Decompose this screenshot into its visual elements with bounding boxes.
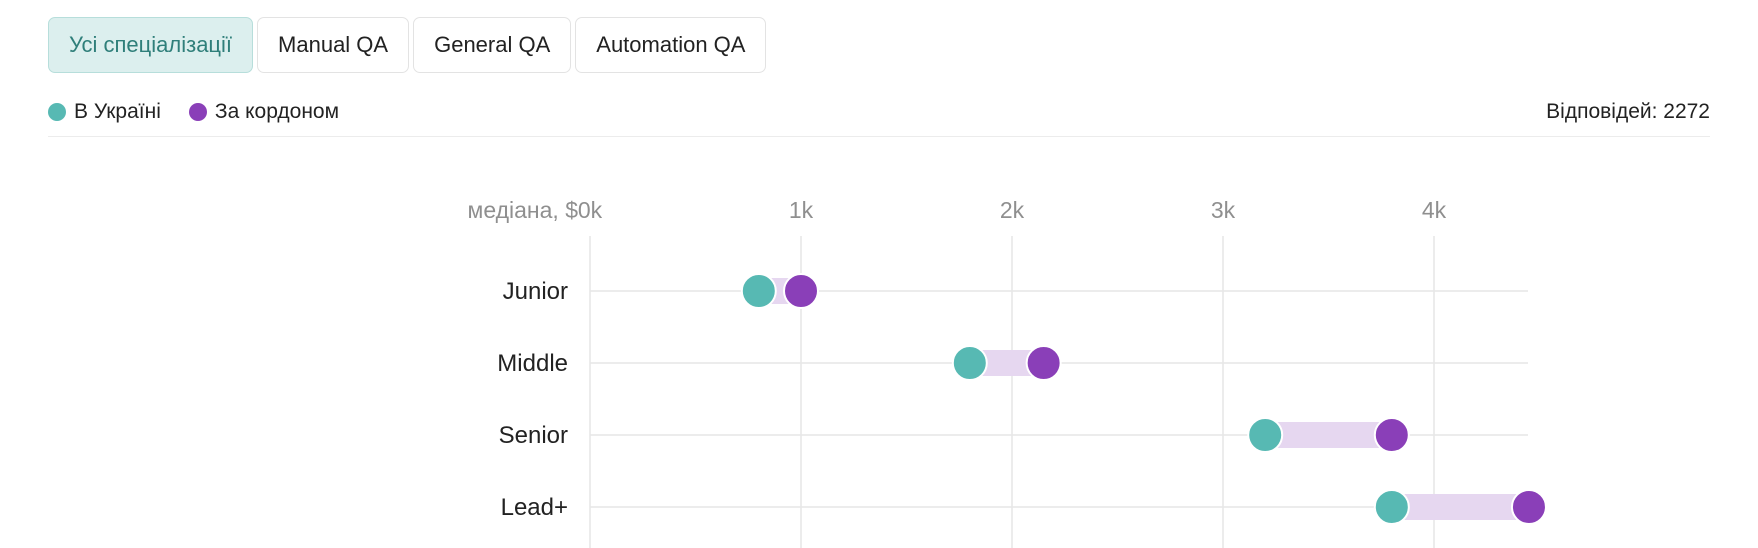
tab-automation-qa[interactable]: Automation QA [575, 17, 767, 73]
chart-legend: В Україні За кордоном [48, 96, 1710, 128]
tab-manual-qa[interactable]: Manual QA [257, 17, 410, 73]
point-abroad-3 [1510, 489, 1547, 525]
x-tick-label-0: 0k [578, 197, 603, 223]
point-ukraine-0 [740, 273, 777, 309]
point-abroad-2 [1373, 417, 1410, 453]
category-label-0: Junior [503, 278, 568, 305]
legend-row: В Україні За кордоном Відповідей: 2272 [48, 96, 1710, 137]
category-label-2: Senior [499, 422, 568, 449]
legend-label-ukraine: В Україні [74, 100, 161, 123]
point-abroad-0 [783, 273, 819, 309]
legend-item-abroad: За кордоном [188, 100, 340, 124]
point-abroad-1 [1025, 345, 1062, 381]
category-label-1: Middle [497, 350, 568, 377]
x-tick-label-4: 4k [1422, 197, 1447, 223]
point-ukraine-1 [951, 345, 988, 381]
tab-all-specializations[interactable]: Усі спеціалізації [48, 17, 254, 73]
legend-label-abroad: За кордоном [214, 100, 340, 123]
x-tick-label-3: 3k [1211, 197, 1236, 223]
range-bar-3 [1391, 494, 1529, 520]
legend-dot-abroad [188, 103, 207, 121]
x-tick-label-2: 2k [1000, 197, 1025, 223]
x-tick-label-1: 1k [789, 197, 814, 223]
point-ukraine-2 [1247, 417, 1284, 453]
category-label-3: Lead+ [501, 494, 568, 521]
responses-count: Відповідей: 2272 [1546, 100, 1710, 123]
legend-dot-ukraine [48, 103, 66, 121]
tab-general-qa[interactable]: General QA [413, 17, 572, 73]
specialization-tabs: Усі спеціалізації Manual QA General QA A… [48, 17, 767, 73]
point-ukraine-3 [1373, 489, 1410, 525]
legend-item-ukraine: В Україні [48, 100, 161, 124]
axis-title: медіана, $ [468, 197, 579, 223]
range-bar-2 [1265, 422, 1392, 448]
